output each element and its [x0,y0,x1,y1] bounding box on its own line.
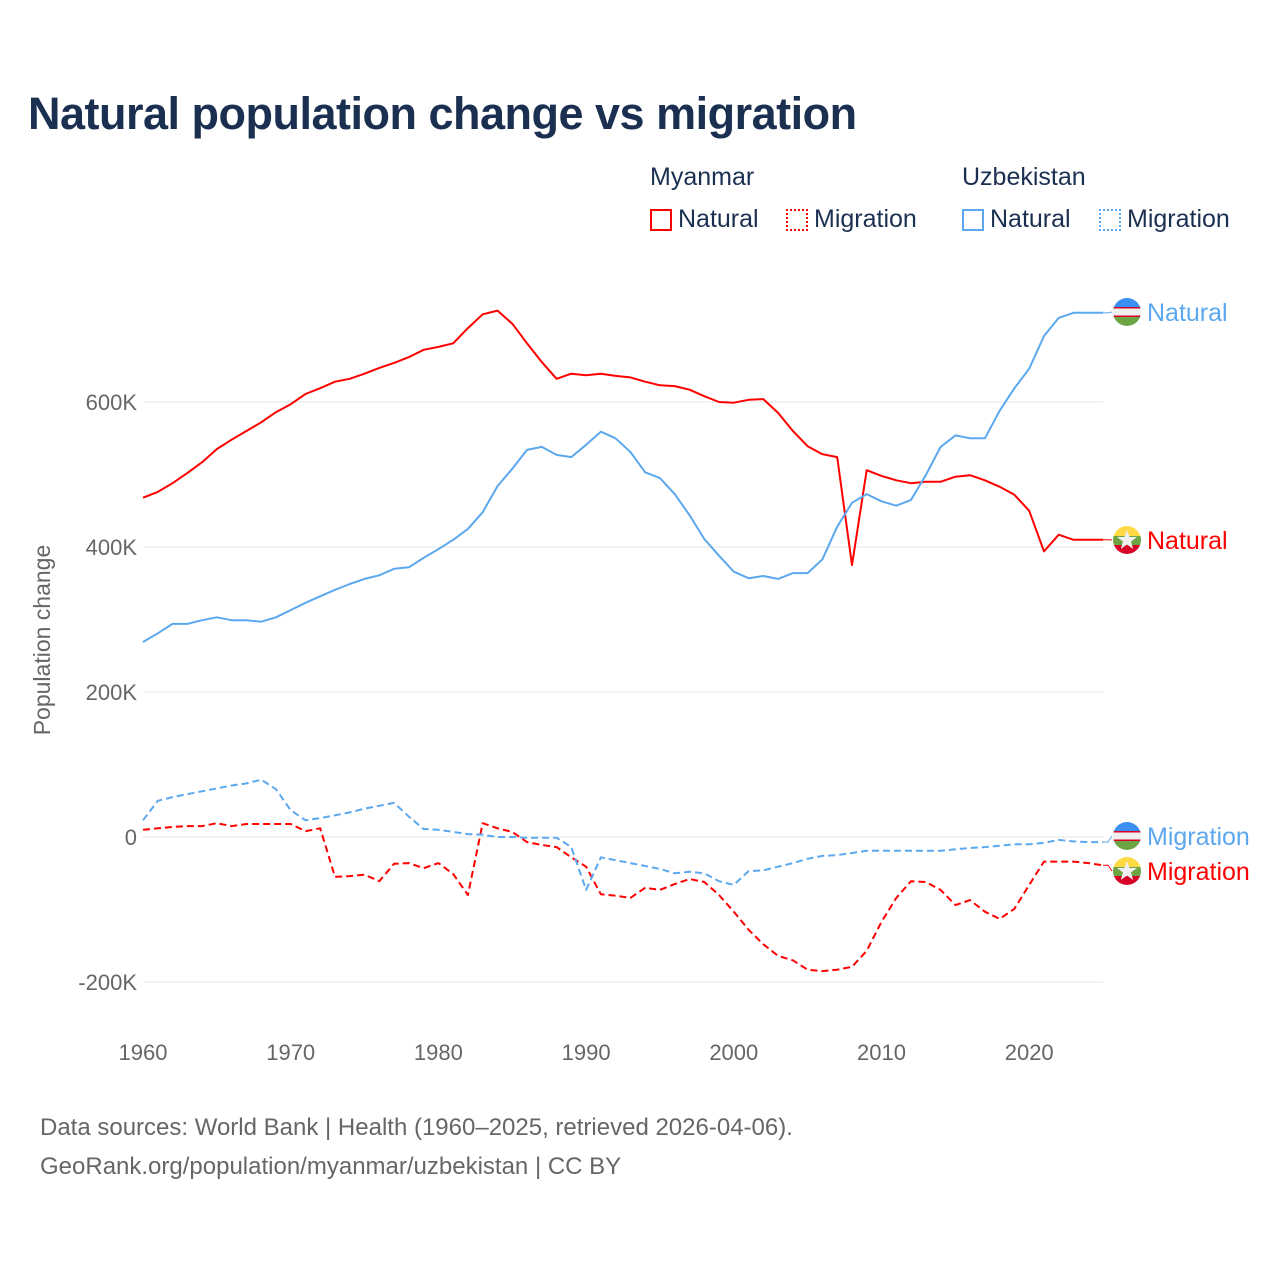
series-end-label: Natural [1147,527,1228,555]
x-tick-label: 1960 [119,1040,168,1065]
y-tick-label: 200K [86,680,138,705]
legend-uzbekistan-natural[interactable]: Natural [962,205,1071,234]
x-tick-label: 2010 [857,1040,906,1065]
y-axis-label: Population change [29,545,55,736]
series-line-uzbekistan-migration [142,778,1103,891]
y-tick-label: 400K [86,535,138,560]
myanmar-flag-icon [1113,526,1141,555]
uzbekistan-flag-icon [1113,298,1141,327]
y-tick-label: 0 [125,825,137,850]
label-leader-line [1103,864,1113,872]
x-tick-label: 1990 [562,1040,611,1065]
legend-label: Natural [990,205,1071,233]
legend-myanmar-natural[interactable]: Natural [650,205,759,234]
x-tick-label: 1980 [414,1040,463,1065]
x-tick-label: 2020 [1005,1040,1054,1065]
label-leader-line [1103,311,1113,314]
legend-swatch-dotted [786,208,808,231]
source-link[interactable]: GeoRank.org/population/myanmar/uzbekista… [40,1153,622,1180]
y-tick-label: -200K [78,970,137,995]
legend-myanmar-migration[interactable]: Migration [786,205,917,234]
footer: Data sources: World Bank | Health (1960–… [40,1108,793,1186]
legend-swatch-dotted [1099,208,1121,231]
myanmar-flag-icon [1113,857,1141,886]
series-end-label: Natural [1147,299,1228,327]
legend-label: Migration [1127,205,1230,233]
legend-group-myanmar: Myanmar [650,163,755,191]
legend-label: Migration [814,205,917,233]
data-sources-text: Data sources: World Bank | Health (1960–… [40,1114,793,1141]
series-line-uzbekistan-natural [142,311,1103,643]
y-tick-label: 600K [86,390,138,415]
legend-uzbekistan-migration[interactable]: Migration [1099,205,1230,234]
legend-swatch-solid [962,208,984,231]
series-end-label: Migration [1147,823,1250,851]
legend-group-uzbekistan: Uzbekistan [962,163,1086,191]
series-end-label: Migration [1147,858,1250,886]
x-tick-label: 1970 [266,1040,315,1065]
uzbekistan-flag-icon [1113,822,1141,851]
chart-title: Natural population change vs migration [28,88,857,139]
series-line-myanmar-migration [142,822,1104,973]
legend-swatch-solid [650,208,672,231]
series-line-myanmar-natural [142,309,1103,567]
legend-label: Natural [678,205,759,233]
x-tick-label: 2000 [709,1040,758,1065]
label-leader-line [1103,835,1113,843]
